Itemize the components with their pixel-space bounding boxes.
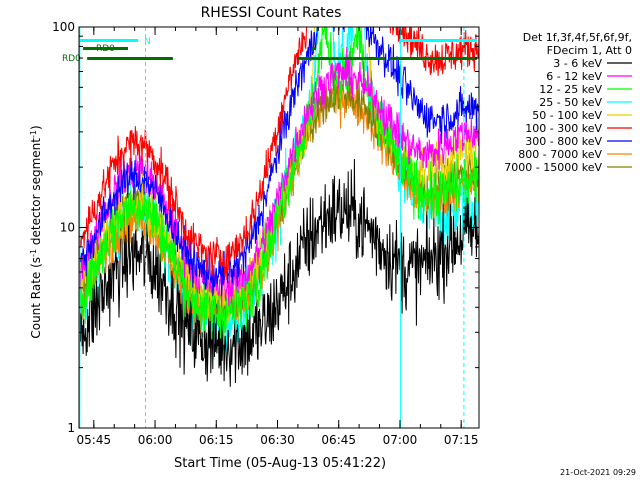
y-axis-label-sup1: -1 — [29, 249, 38, 257]
legend: Det 1f,3f,4f,5f,6f,9f,FDecim 1, Att 03 -… — [504, 31, 632, 174]
attenuator-bar-label-1: RD0 — [62, 54, 81, 64]
legend-label-0: 3 - 6 keV — [553, 57, 602, 70]
legend-label-1: 6 - 12 keV — [546, 70, 602, 83]
series-line-6 — [79, 27, 479, 297]
attenuator-bar-0-1 — [311, 47, 316, 50]
series-line-0 — [79, 158, 479, 387]
legend-label-4: 50 - 100 keV — [532, 109, 602, 122]
y-tick-label-2: 100 — [52, 20, 75, 34]
attenuator-bar-label-0: RD0 — [96, 44, 115, 54]
attenuator-bar-1-0 — [87, 57, 173, 60]
x-tick-label-2: 06:15 — [199, 433, 234, 447]
axes: 05:45 06:00 06:15 06:30 06:45 07:00 07:15 1 10 10… — [52, 20, 480, 447]
saa-bar-label: N — [144, 37, 151, 47]
y-axis-label-sup2: -1 — [29, 130, 38, 138]
y-tick-label-0: 1 — [67, 421, 75, 435]
x-axis-label: Start Time (05-Aug-13 05:41:22) — [174, 456, 386, 471]
attenuator-bars: N RD0 RD0 — [62, 27, 477, 428]
x-tick-label-0: 05:45 — [77, 433, 112, 447]
y-axis-label-end: ) — [29, 125, 43, 130]
y-axis-label: Count Rate (s-1 detector segment-1) — [29, 125, 44, 338]
x-tick-label-1: 06:00 — [138, 433, 173, 447]
legend-label-5: 100 - 300 keV — [525, 122, 602, 135]
legend-label-3: 25 - 50 keV — [539, 96, 602, 109]
x-tick-label-4: 06:45 — [321, 433, 356, 447]
x-tick-label-5: 07:00 — [383, 433, 418, 447]
x-tick-label-3: 06:30 — [260, 433, 295, 447]
footer-timestamp: 21-Oct-2021 09:29 — [560, 468, 636, 477]
attenuator-bar-1-1 — [297, 57, 386, 60]
legend-label-2: 12 - 25 keV — [539, 83, 602, 96]
legend-label-6: 300 - 800 keV — [525, 135, 602, 148]
y-axis-label-main: Count Rate (s — [29, 257, 43, 339]
y-tick-label-1: 10 — [60, 221, 75, 235]
chart-title: RHESSI Count Rates — [201, 5, 342, 21]
attenuator-bar-1-2 — [389, 57, 477, 60]
y-axis-label-mid: detector segment — [29, 138, 43, 249]
x-tick-label-6: 07:15 — [444, 433, 479, 447]
legend-label-7: 800 - 7000 keV — [518, 148, 602, 161]
attenuator-bar-0-0 — [83, 47, 128, 50]
legend-label-8: 7000 - 15000 keV — [504, 161, 602, 174]
saa-bar-0-0 — [79, 39, 139, 42]
saa-bar-0-1 — [399, 39, 477, 42]
legend-header-1: FDecim 1, Att 0 — [547, 44, 632, 57]
legend-header-0: Det 1f,3f,4f,5f,6f,9f, — [523, 31, 632, 44]
